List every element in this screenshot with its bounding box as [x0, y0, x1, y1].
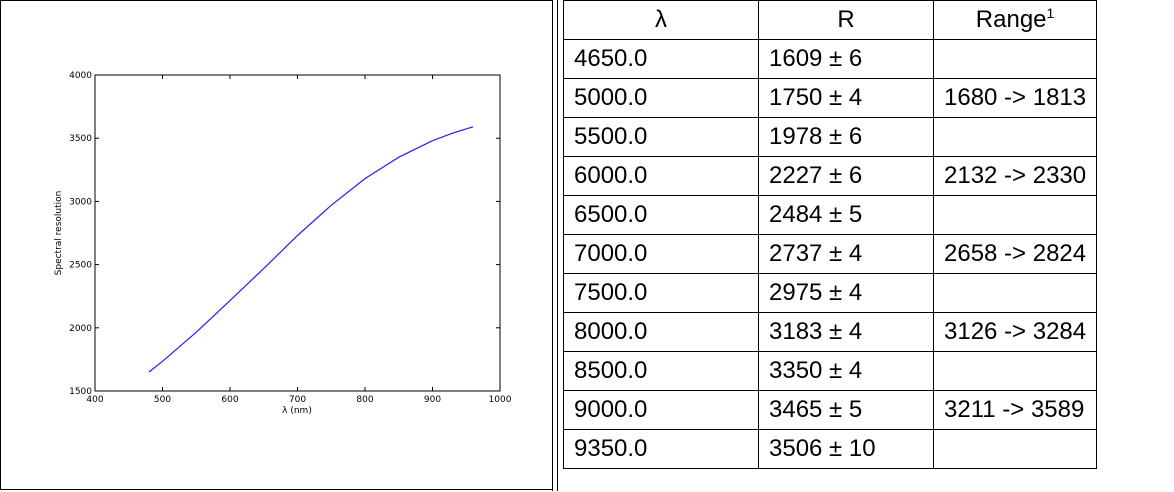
cell-range: 2132 -> 2330 [932, 156, 1098, 196]
cell-r: 2737 ± 4 [758, 234, 934, 274]
y-tick-label: 2000 [69, 324, 92, 334]
footnote-marker: 1 [1046, 5, 1055, 21]
header-range: Range1 [932, 0, 1098, 40]
table-row: 4650.0 1609 ± 6 [563, 39, 1098, 79]
y-axis-label: Spectral resolution [54, 191, 64, 276]
header-range-label: Range [975, 6, 1047, 33]
cell-r: 2975 ± 4 [758, 273, 934, 313]
table-row: 5500.0 1978 ± 6 [563, 117, 1098, 157]
cell-r: 3506 ± 10 [758, 429, 934, 469]
cell-r: 1978 ± 6 [758, 117, 934, 157]
spectral-resolution-chart: 400 500 600 700 800 900 1000 1500 2000 2500 3000 3… [54, 71, 512, 416]
y-tick-label: 3000 [69, 197, 92, 207]
cell-lambda: 9000.0 [563, 390, 759, 430]
cell-lambda: 6000.0 [563, 156, 759, 196]
cell-range [932, 429, 1098, 469]
series-line [148, 126, 474, 373]
x-axis-ticks: 400 500 600 700 800 900 1000 [86, 75, 512, 405]
cell-range [932, 351, 1098, 391]
cell-range: 3211 -> 3589 [932, 390, 1098, 430]
cell-lambda: 7500.0 [563, 273, 759, 313]
table-body: 4650.0 1609 ± 6 5000.0 1750 ± 4 1680 -> 1813… [563, 39, 1098, 469]
x-tick-label: 1000 [489, 395, 512, 405]
header-lambda: λ [563, 0, 759, 40]
table-row: 9000.0 3465 ± 5 3211 -> 3589 [563, 390, 1098, 430]
x-tick-label: 900 [424, 395, 441, 405]
table-row: 6000.0 2227 ± 6 2132 -> 2330 [563, 156, 1098, 196]
cell-lambda: 5500.0 [563, 117, 759, 157]
table-header-row: λ R Range1 [563, 0, 1098, 40]
cell-lambda: 6500.0 [563, 195, 759, 235]
table-row: 8000.0 3183 ± 4 3126 -> 3284 [563, 312, 1098, 352]
y-tick-label: 1500 [69, 387, 92, 397]
plot-frame [94, 74, 501, 392]
table-row: 7500.0 2975 ± 4 [563, 273, 1098, 313]
cell-range: 1680 -> 1813 [932, 78, 1098, 118]
table-row: 7000.0 2737 ± 4 2658 -> 2824 [563, 234, 1098, 274]
cell-lambda: 8500.0 [563, 351, 759, 391]
cell-lambda: 5000.0 [563, 78, 759, 118]
cell-lambda: 9350.0 [563, 429, 759, 469]
cell-r: 3183 ± 4 [758, 312, 934, 352]
table-row: 6500.0 2484 ± 5 [563, 195, 1098, 235]
x-tick-label: 400 [86, 395, 103, 405]
cell-range [932, 117, 1098, 157]
x-tick-label: 600 [221, 395, 238, 405]
y-tick-label: 3500 [69, 134, 92, 144]
cell-range [932, 195, 1098, 235]
cell-r: 3465 ± 5 [758, 390, 934, 430]
y-tick-label: 4000 [69, 71, 92, 81]
cell-lambda: 4650.0 [563, 39, 759, 79]
cell-lambda: 8000.0 [563, 312, 759, 352]
figure-cell: 400 500 600 700 800 900 1000 1500 2000 2500 3000 3… [0, 0, 552, 490]
x-tick-label: 700 [289, 395, 306, 405]
cell-range [932, 39, 1098, 79]
cell-r: 2227 ± 6 [758, 156, 934, 196]
x-tick-label: 500 [154, 395, 171, 405]
cell-r: 1750 ± 4 [758, 78, 934, 118]
cell-range: 2658 -> 2824 [932, 234, 1098, 274]
y-axis-ticks: 1500 2000 2500 3000 3500 4000 [69, 71, 500, 397]
y-tick-label: 2500 [69, 261, 92, 271]
cell-r: 3350 ± 4 [758, 351, 934, 391]
header-r: R [758, 0, 934, 40]
cell-range [932, 273, 1098, 313]
cell-r: 1609 ± 6 [758, 39, 934, 79]
cell-r: 2484 ± 5 [758, 195, 934, 235]
cell-range: 3126 -> 3284 [932, 312, 1098, 352]
column-separator [557, 0, 558, 491]
cell-lambda: 7000.0 [563, 234, 759, 274]
table-row: 8500.0 3350 ± 4 [563, 351, 1098, 391]
table-row: 9350.0 3506 ± 10 [563, 429, 1098, 469]
table-row: 5000.0 1750 ± 4 1680 -> 1813 [563, 78, 1098, 118]
x-axis-label: λ (nm) [282, 406, 312, 416]
column-separator [552, 0, 553, 491]
x-tick-label: 800 [356, 395, 373, 405]
